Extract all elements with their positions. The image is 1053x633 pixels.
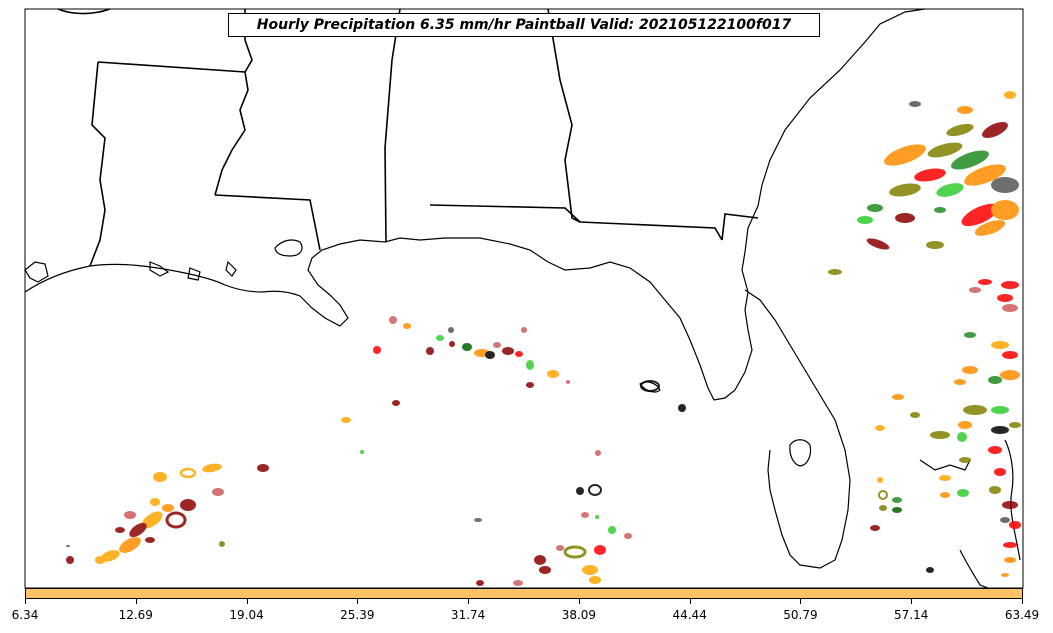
map-frame	[24, 8, 1024, 589]
coastline-icon	[24, 8, 1021, 589]
colorbar-tick	[689, 599, 691, 604]
colorbar-tick-label: 44.44	[672, 608, 707, 622]
colorbar-tick-label: 25.39	[340, 608, 375, 622]
colorbar-ticks: 6.34 12.69 19.04 25.39 31.74 38.09 44.44 50.79 5…	[0, 599, 1053, 633]
colorbar-tick	[800, 599, 802, 604]
colorbar-tick-label: 57.14	[894, 608, 929, 622]
colorbar-tick-label: 31.74	[450, 608, 486, 622]
colorbar-tick	[25, 599, 26, 604]
colorbar-tick	[357, 599, 359, 604]
colorbar-tick-label: 19.04	[229, 608, 264, 622]
colorbar-tick-label: 12.69	[118, 608, 153, 622]
colorbar-tick-label: 63.49	[1004, 608, 1040, 622]
colorbar-tick-label: 38.09	[561, 608, 597, 622]
colorbar-tick	[468, 599, 470, 604]
colorbar-tick	[1022, 599, 1023, 604]
colorbar-tick-label: 50.79	[783, 608, 818, 622]
precip-blob-icon	[66, 91, 1021, 586]
colorbar-tick	[911, 599, 913, 604]
colorbar-tick	[246, 599, 248, 604]
colorbar-tick	[578, 599, 580, 604]
map-title: Hourly Precipitation 6.35 mm/hr Paintbal…	[228, 13, 820, 37]
colorbar-tick-label: 6.34	[11, 608, 39, 622]
colorbar-tick	[135, 599, 137, 604]
state-border-icon	[57, 8, 759, 267]
colorbar	[25, 588, 1023, 599]
